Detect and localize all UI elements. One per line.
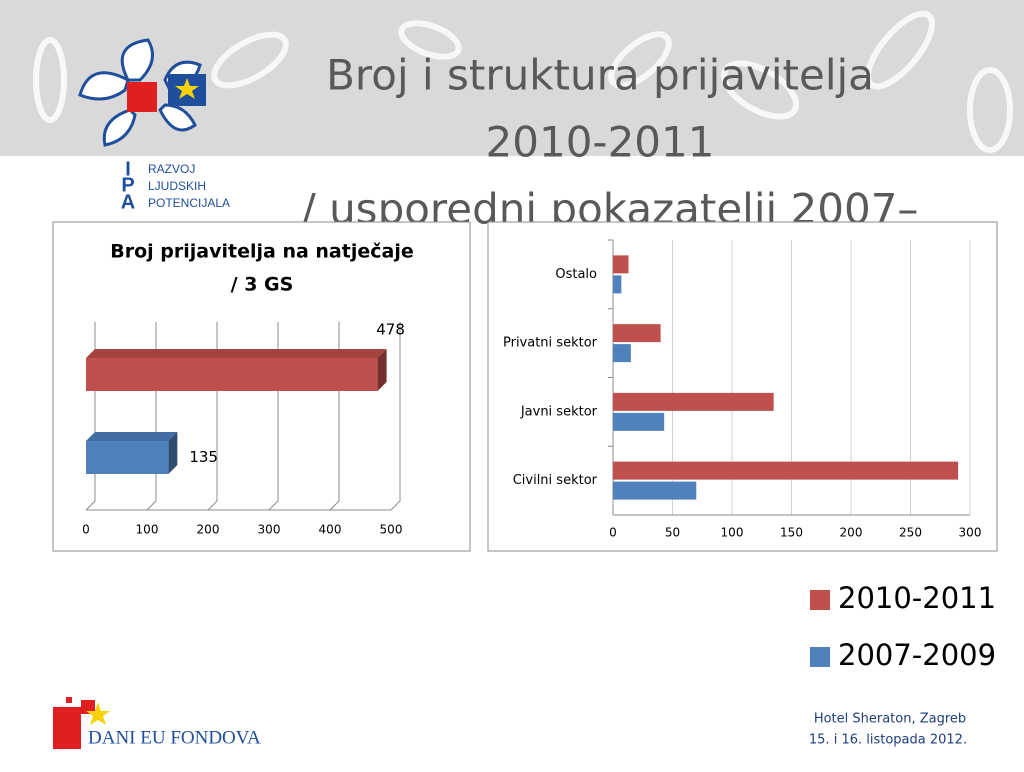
chart-frame — [487, 221, 998, 552]
logo-word: POTENCIJALA — [148, 196, 230, 210]
footer-dates: 15. i 16. listopada 2012. — [809, 733, 967, 748]
footer-brand: DANI EU FONDOVA — [88, 727, 261, 748]
x-tick-label: 200 — [840, 526, 863, 540]
bar — [613, 255, 629, 274]
bar — [613, 324, 661, 343]
bar — [613, 412, 665, 431]
x-tick-label: 100 — [721, 526, 744, 540]
legend-swatch — [810, 647, 830, 667]
bar — [86, 358, 378, 391]
bar — [613, 481, 697, 500]
slide-title: 2010-2011 — [486, 118, 715, 167]
bar-end — [168, 432, 178, 474]
bar — [613, 344, 631, 363]
logo-letter: I — [125, 158, 131, 180]
legend-swatch — [810, 590, 830, 610]
x-tick-label: 300 — [959, 526, 982, 540]
x-tick-label: 100 — [136, 523, 159, 537]
data-label: 135 — [189, 448, 218, 466]
bar — [613, 392, 774, 411]
logo-letter: A — [121, 191, 135, 213]
legend-label: 2010-2011 — [838, 581, 996, 615]
legend-label: 2007-2009 — [838, 638, 996, 672]
bar — [613, 275, 622, 294]
logo-word: RAZVOJ — [148, 162, 195, 176]
y-tick-label: Ostalo — [555, 267, 597, 282]
x-tick-label: 400 — [319, 523, 342, 537]
x-tick-label: 0 — [609, 526, 617, 540]
x-tick-label: 500 — [380, 523, 403, 537]
logo-word: LJUDSKIH — [148, 179, 206, 193]
bar-top — [86, 349, 387, 358]
y-tick-label: Civilni sektor — [513, 473, 598, 488]
y-tick-label: Privatni sektor — [503, 336, 598, 351]
data-label: 478 — [376, 321, 405, 339]
footer-venue: Hotel Sheraton, Zagreb — [814, 712, 966, 727]
decoration — [33, 10, 1013, 153]
x-tick-label: 200 — [197, 523, 220, 537]
x-tick-label: 50 — [665, 526, 680, 540]
x-tick-label: 300 — [258, 523, 281, 537]
logo: I P A RAZVOJ LJUDSKIH POTENCIJALA — [78, 38, 230, 213]
charts: Broj prijavitelja na natječaje / 3 GS 0 100… — [82, 239, 996, 672]
x-tick-label: 250 — [899, 526, 922, 540]
bar — [613, 461, 959, 480]
footer-logo: DANI EU FONDOVA — [53, 697, 261, 749]
grid-line — [390, 322, 401, 511]
bar-end — [377, 349, 387, 391]
bar — [86, 441, 169, 474]
chart-title: / 3 GS — [231, 274, 294, 296]
logo-letter: P — [121, 174, 134, 196]
chart-title: Broj prijavitelja na natječaje — [110, 241, 413, 263]
bar-top — [86, 432, 178, 441]
x-tick-label: 0 — [82, 523, 90, 537]
y-tick-label: Javni sektor — [520, 404, 598, 419]
slide-title: Broj i struktura prijavitelja — [326, 51, 874, 100]
x-tick-label: 150 — [780, 526, 803, 540]
